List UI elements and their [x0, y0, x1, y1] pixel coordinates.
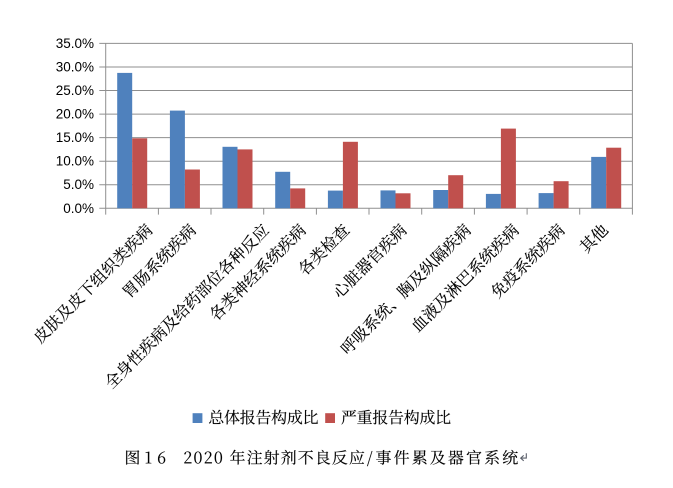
svg-text:0.0%: 0.0%: [63, 201, 94, 216]
svg-text:30.0%: 30.0%: [56, 60, 94, 75]
svg-text:35.0%: 35.0%: [56, 36, 94, 51]
svg-text:20.0%: 20.0%: [56, 107, 94, 122]
svg-text:10.0%: 10.0%: [56, 154, 94, 169]
svg-text:15.0%: 15.0%: [56, 130, 94, 145]
svg-text:5.0%: 5.0%: [63, 177, 94, 192]
svg-text:25.0%: 25.0%: [56, 83, 94, 98]
